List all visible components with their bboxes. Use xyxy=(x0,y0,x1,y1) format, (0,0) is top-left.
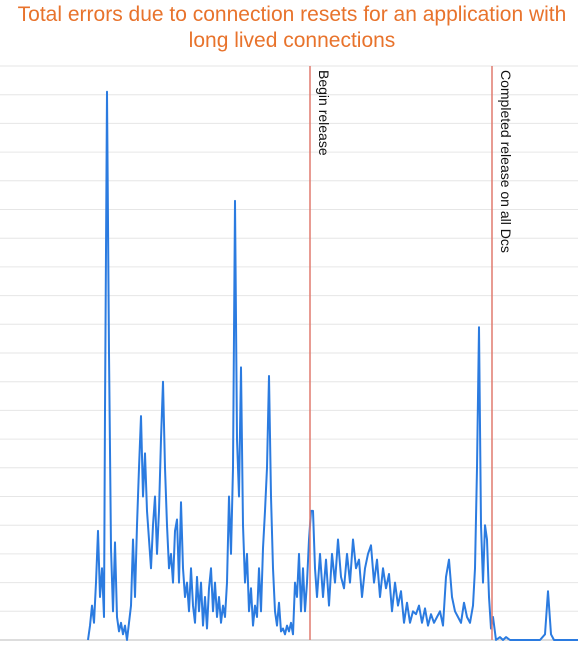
annotation-label: Begin release xyxy=(316,70,332,156)
data-line xyxy=(87,90,578,641)
chart-title: Total errors due to connection resets fo… xyxy=(0,2,584,54)
annotation-label: Completed release on all Dcs xyxy=(498,70,514,253)
title-text: Total errors due to connection resets fo… xyxy=(17,3,567,52)
